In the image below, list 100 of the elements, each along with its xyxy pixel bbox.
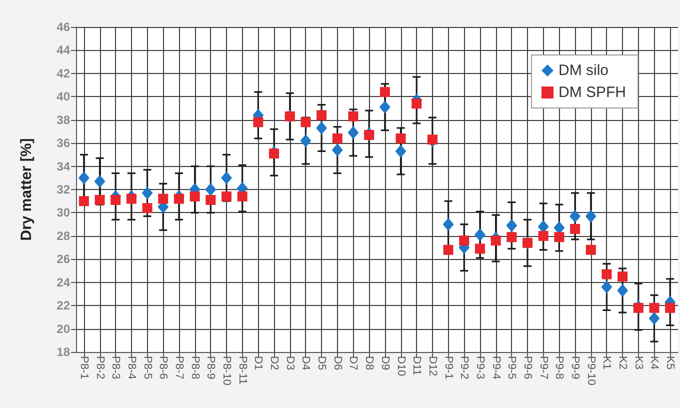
point — [570, 210, 581, 223]
point — [649, 302, 660, 313]
x-tick-label: P9-1 — [442, 356, 454, 380]
x-tick-label: P9-3 — [474, 356, 486, 380]
y-axis-title: Dry matter [%] — [18, 138, 35, 241]
point — [348, 111, 358, 122]
x-tick-label: P8-10 — [220, 356, 232, 386]
y-tick-label: 22 — [56, 298, 70, 313]
point — [665, 302, 676, 313]
x-tick-label: P9-8 — [553, 356, 566, 380]
x-tick-label: P8-3 — [110, 356, 122, 380]
x-tick-label: P9-7 — [537, 356, 550, 380]
point — [538, 230, 548, 241]
point — [618, 272, 628, 282]
x-tick-label: K5 — [664, 356, 676, 370]
point — [269, 148, 280, 159]
point — [222, 191, 232, 202]
point — [221, 171, 232, 184]
x-tick-label: P9-9 — [569, 356, 582, 380]
x-tick-label: P9-4 — [490, 356, 502, 380]
x-tick-label: D12 — [426, 356, 438, 376]
x-tick-label: P8-5 — [141, 356, 154, 380]
x-tick-label: D3 — [284, 356, 296, 370]
x-tick-label: D2 — [268, 356, 280, 370]
point — [237, 191, 248, 202]
point — [380, 87, 390, 97]
point — [94, 174, 106, 188]
point — [648, 312, 660, 325]
legend-label: DM silo — [558, 62, 609, 79]
y-tick-label: 30 — [56, 206, 70, 220]
x-tick-label: K3 — [632, 356, 644, 370]
point — [490, 236, 501, 246]
y-tick-label: 38 — [56, 112, 70, 127]
point — [586, 244, 596, 255]
point — [554, 221, 565, 234]
x-tick-label: P9-6 — [522, 356, 534, 380]
point — [570, 224, 580, 234]
legend-label: DM SPFH — [558, 84, 626, 101]
point — [110, 194, 121, 205]
point — [332, 133, 342, 144]
x-tick-label: D5 — [316, 356, 328, 370]
point — [506, 232, 517, 242]
point — [442, 218, 454, 231]
point — [300, 134, 312, 148]
point — [379, 100, 390, 114]
x-tick-label: P8-9 — [204, 356, 217, 380]
point — [316, 110, 327, 120]
x-tick-label: P8-11 — [236, 356, 248, 385]
point — [443, 244, 454, 255]
point — [126, 194, 136, 204]
y-tick-label: 18 — [56, 345, 70, 359]
point — [78, 171, 90, 184]
x-tick-label: D4 — [300, 356, 312, 370]
x-tick-label: D6 — [331, 356, 344, 370]
point — [396, 133, 406, 144]
x-tick-label: P8-7 — [172, 356, 185, 380]
x-tick-label: P8-6 — [157, 356, 170, 380]
x-tick-label: D7 — [347, 356, 360, 370]
point — [94, 194, 105, 205]
point — [412, 98, 422, 109]
x-tick-label: K4 — [648, 356, 660, 370]
point — [617, 284, 628, 297]
x-tick-label: D11 — [410, 356, 423, 376]
y-tick-label: 40 — [56, 90, 70, 104]
point — [316, 121, 328, 134]
point — [332, 144, 343, 157]
point — [142, 186, 153, 200]
point — [348, 126, 359, 140]
x-tick-label: P8-4 — [125, 356, 138, 380]
y-tick-label: 28 — [56, 228, 70, 243]
x-tick-label: P8-2 — [94, 356, 106, 380]
x-tick-label: P9-10 — [584, 356, 597, 386]
point — [205, 183, 216, 196]
point — [633, 302, 644, 313]
point — [206, 194, 216, 205]
x-tick-label: D1 — [252, 356, 264, 370]
x-tick-label: K1 — [600, 356, 613, 370]
point — [78, 196, 89, 206]
x-tick-label: K2 — [616, 356, 629, 370]
point — [364, 130, 374, 140]
point — [554, 232, 564, 242]
point — [602, 269, 612, 280]
y-tick-label: 36 — [56, 136, 70, 150]
y-tick-label: 32 — [56, 182, 70, 196]
point — [158, 194, 168, 204]
y-tick-label: 26 — [56, 252, 70, 266]
x-tick-label: D9 — [378, 356, 391, 370]
point — [474, 244, 485, 254]
y-tick-label: 44 — [56, 43, 70, 58]
x-tick-label: D8 — [363, 356, 376, 370]
y-tick-label: 34 — [56, 159, 70, 174]
point — [427, 134, 438, 145]
point — [506, 218, 518, 232]
y-tick-label: 46 — [56, 20, 70, 34]
point — [474, 228, 486, 242]
point — [459, 236, 470, 246]
y-tick-label: 42 — [56, 66, 70, 80]
point — [585, 210, 596, 223]
x-tick-label: P8-8 — [188, 356, 201, 380]
point — [142, 203, 152, 214]
